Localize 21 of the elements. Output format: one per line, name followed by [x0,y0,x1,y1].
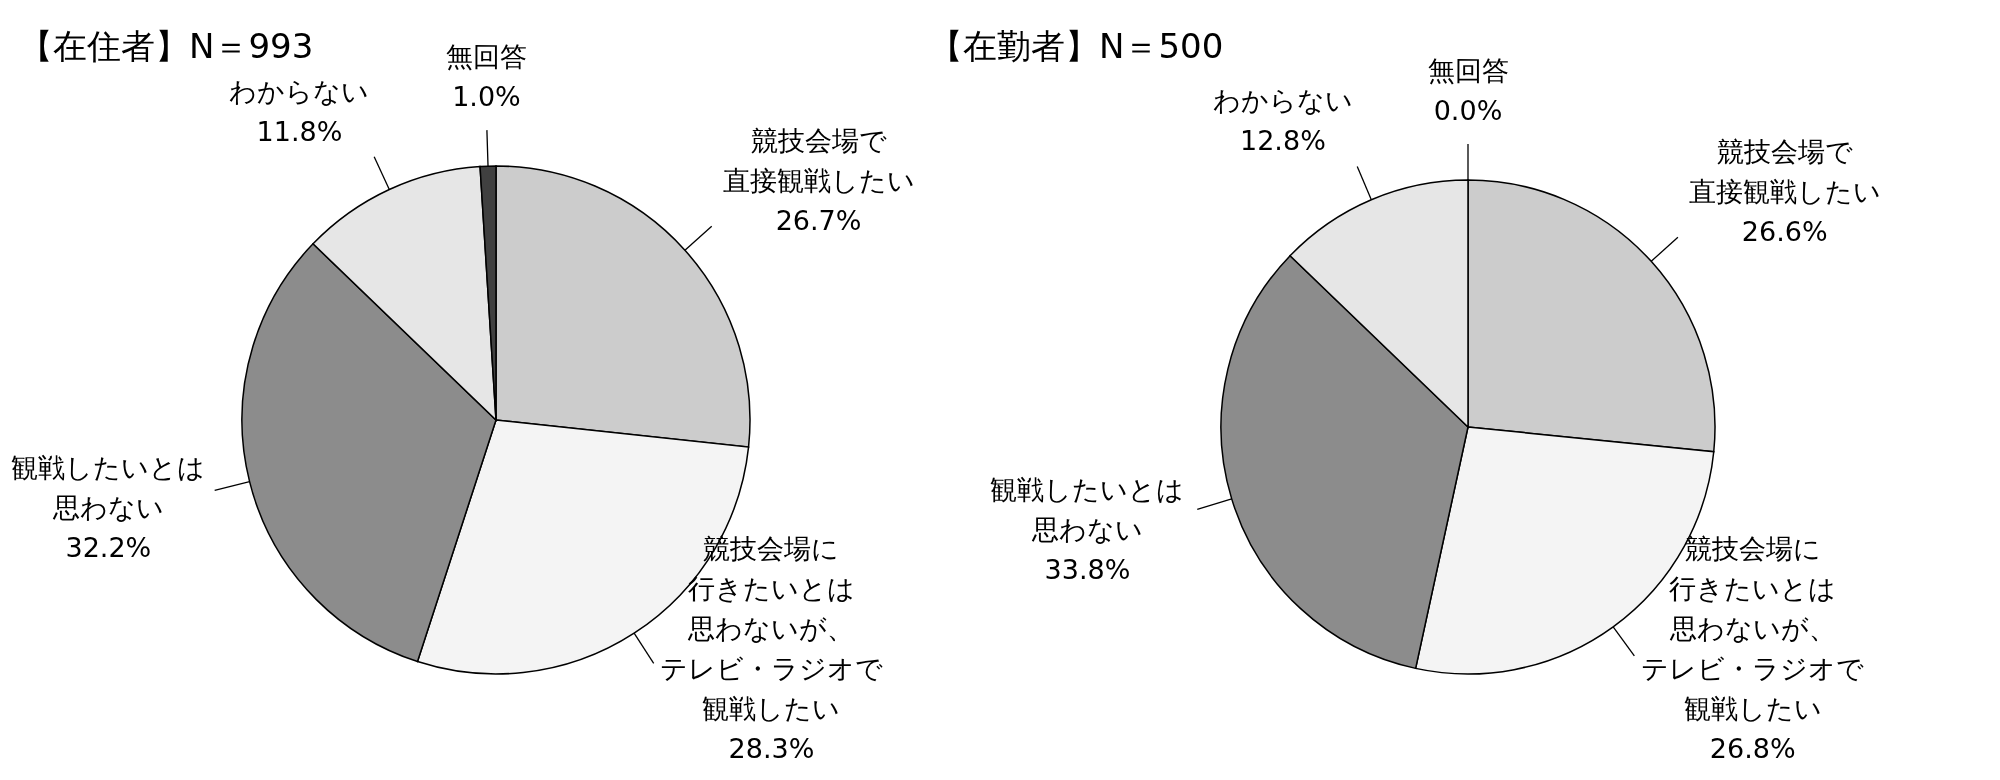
chart-title: 【在勤者】N＝500 [929,25,1224,68]
data-label: 1.0% [452,80,521,112]
slice-label: 観戦したいとは思わない [990,473,1185,545]
slice-label: わからない [1212,85,1353,117]
data-label: 26.8% [1709,732,1796,764]
data-label: 32.2% [65,531,152,563]
category-label: 無回答 [1427,54,1509,86]
data-label: 33.8% [1044,553,1131,585]
slice-label: 観戦したいとは思わない [11,451,206,523]
slice-label: 競技会場で直接観戦したい [1688,136,1881,208]
chart-title: 【在住者】N＝993 [19,25,314,68]
text: 0.0% [1433,94,1503,126]
slice-label: 競技会場に行きたいとは思わないが、テレビ・ラジオで観戦したい [1641,532,1865,724]
data-label: 26.6% [1741,216,1828,248]
data-label: 28.3% [728,732,815,764]
data-label: 12.8% [1240,125,1326,157]
slice-label: 無回答 [445,40,527,72]
data-label: 26.7% [775,205,862,237]
slice-label: 競技会場で直接観戦したい [722,125,915,197]
slice-label: わからない [229,76,370,108]
data-label: 11.8% [256,116,343,148]
